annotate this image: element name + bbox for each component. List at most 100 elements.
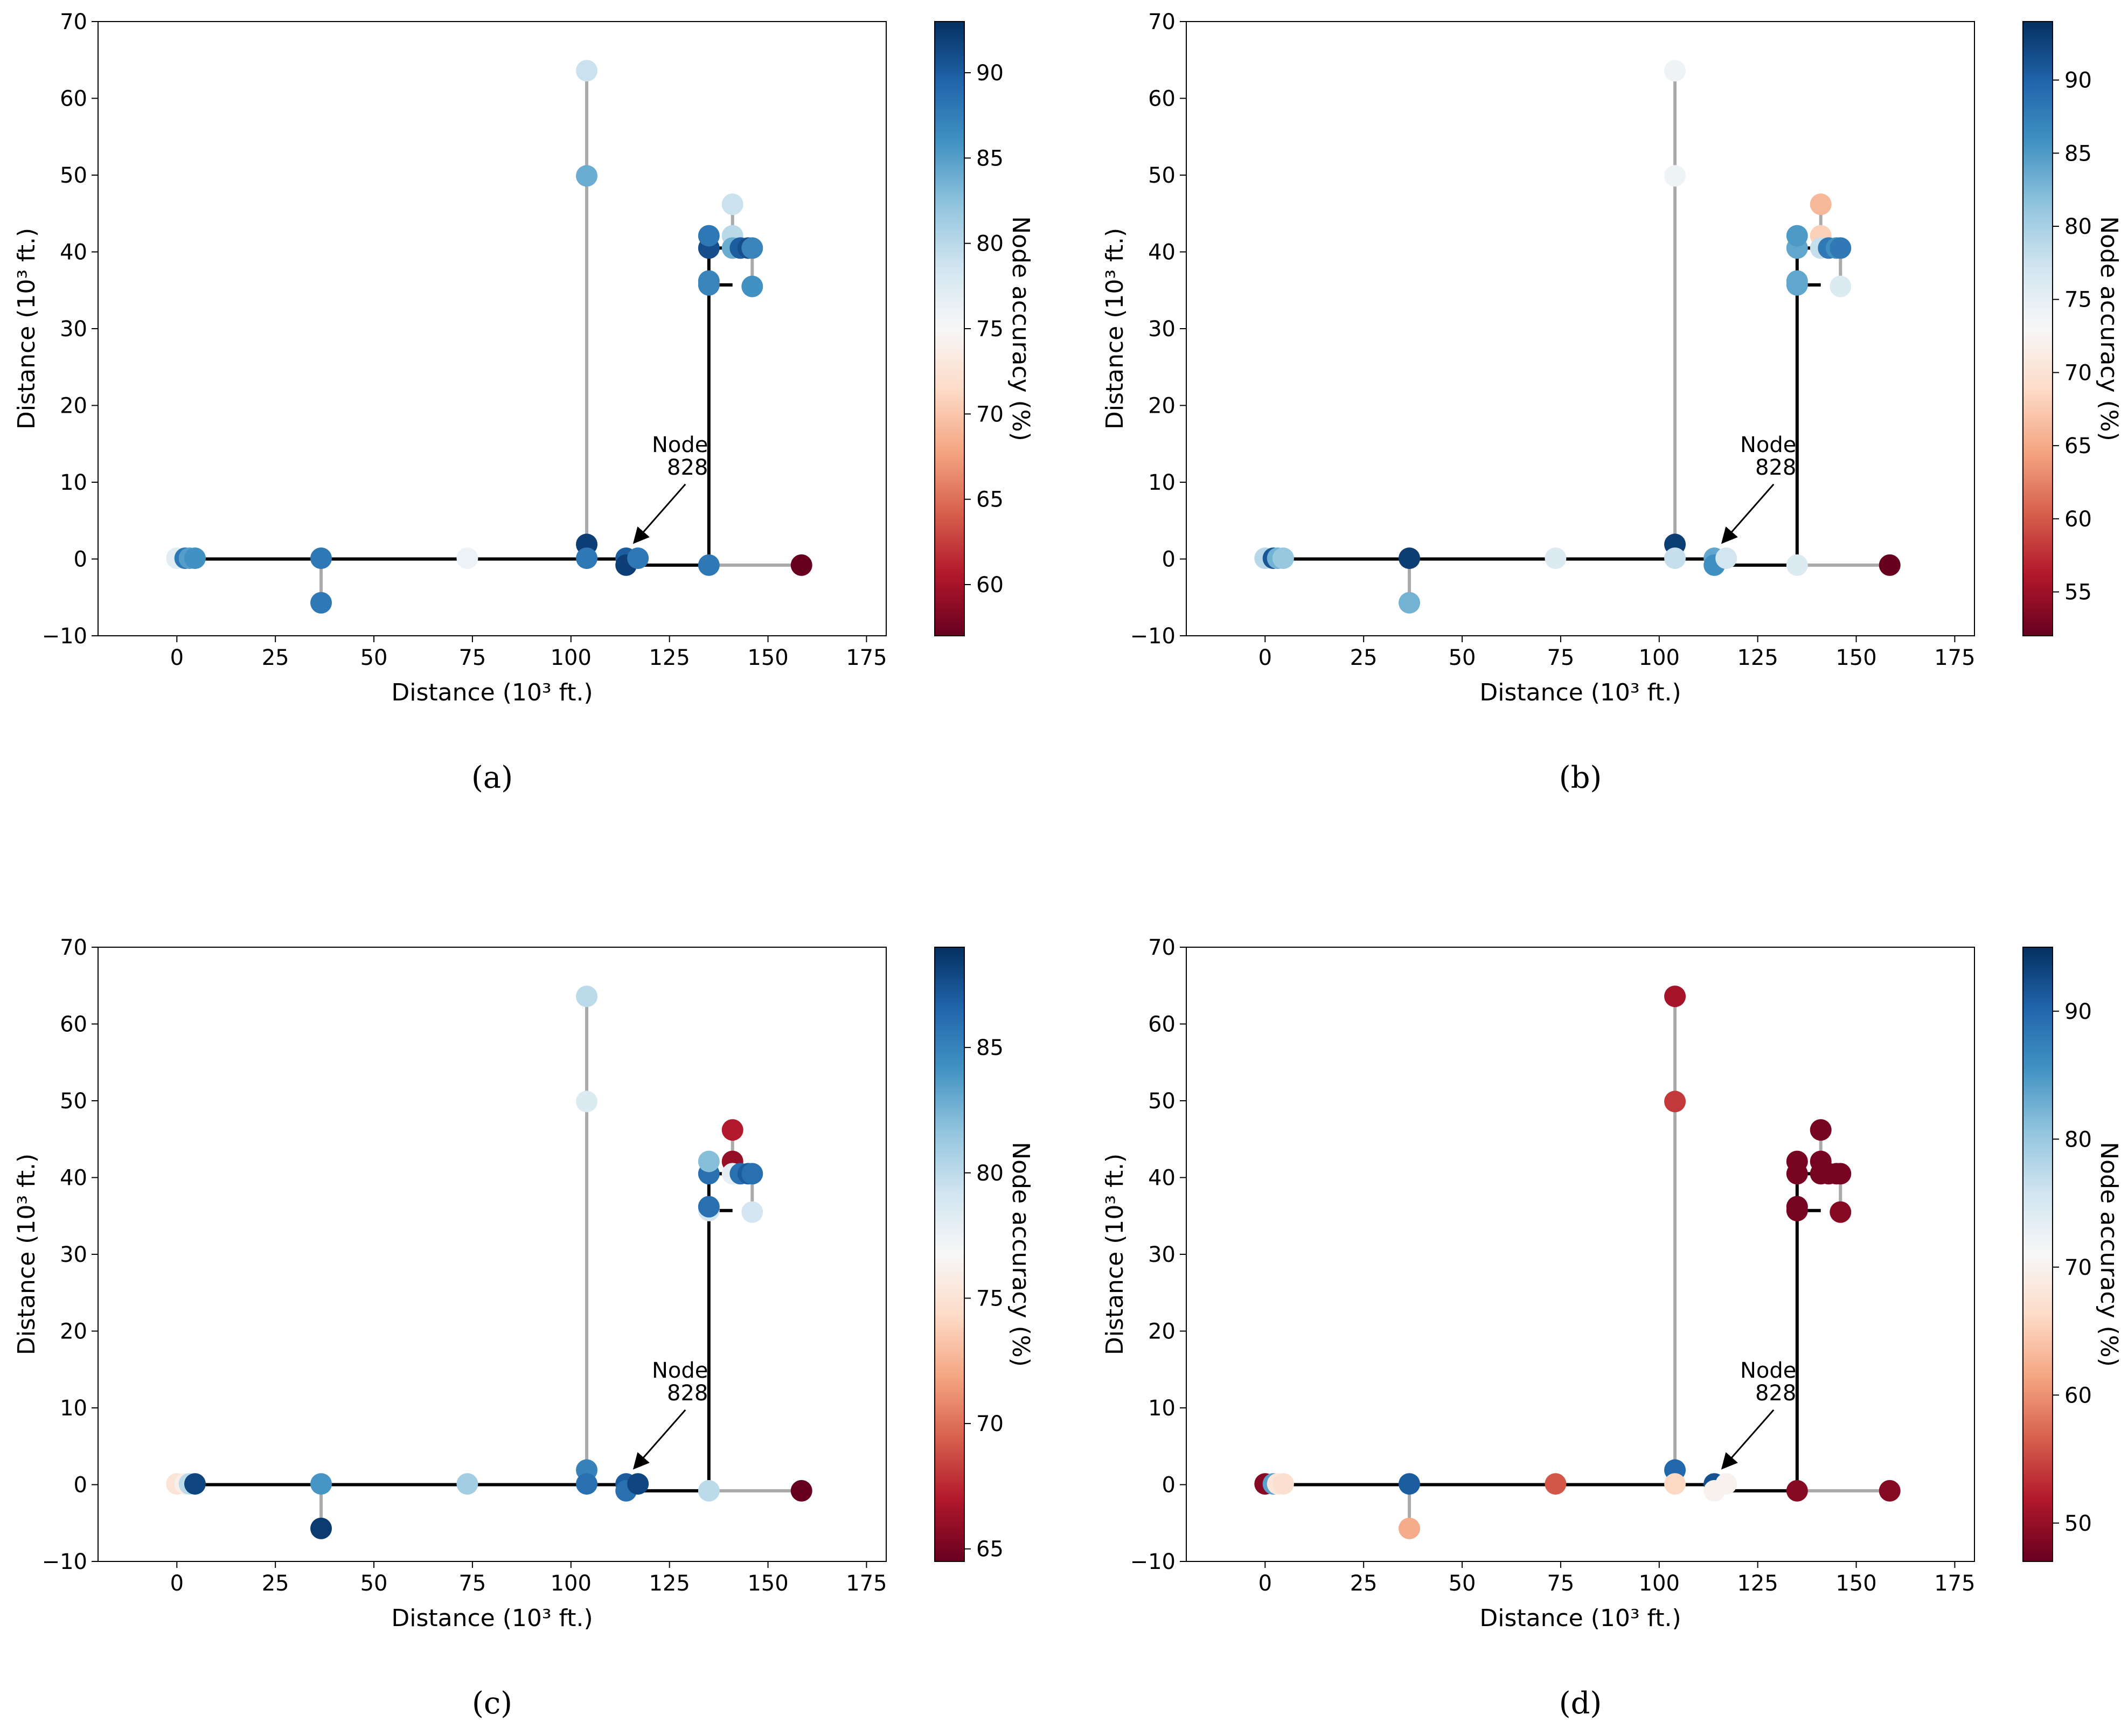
node-point[interactable]	[576, 165, 598, 187]
node-point[interactable]	[1879, 1480, 1901, 1502]
y-tick-label: 10	[1148, 470, 1176, 495]
y-tick-label: 70	[60, 10, 87, 34]
node-point[interactable]	[741, 275, 763, 297]
panel-caption: (a)	[471, 760, 513, 795]
x-tick-label: 100	[551, 645, 592, 670]
node-point[interactable]	[576, 1473, 598, 1495]
x-tick-label: 0	[170, 1571, 184, 1596]
x-tick-label: 75	[458, 1571, 486, 1596]
node-point[interactable]	[1879, 554, 1901, 576]
node-point[interactable]	[1664, 547, 1686, 570]
node-point[interactable]	[576, 547, 598, 570]
colorbar-tick-label: 65	[2064, 434, 2092, 459]
node-point[interactable]	[698, 270, 720, 292]
x-tick-label: 50	[360, 1571, 388, 1596]
node-point[interactable]	[1810, 193, 1832, 216]
node-point[interactable]	[1715, 1473, 1737, 1495]
node-point[interactable]	[310, 547, 332, 570]
node-point[interactable]	[698, 554, 720, 576]
colorbar-tick-label: 55	[2064, 580, 2092, 605]
node-point[interactable]	[184, 547, 206, 570]
node-point[interactable]	[1545, 547, 1567, 570]
annotation-node-number: 828	[667, 455, 708, 480]
node-point[interactable]	[184, 1473, 206, 1495]
node-point[interactable]	[1399, 547, 1421, 570]
node-point[interactable]	[698, 1150, 720, 1172]
node-point[interactable]	[1786, 1480, 1808, 1502]
node-point[interactable]	[1664, 985, 1686, 1008]
panel-caption: (b)	[1559, 760, 1602, 795]
colorbar-label: Node accuracy (%)	[2095, 1142, 2123, 1366]
x-axis-label: Distance (10³ ft.)	[391, 1605, 593, 1632]
node-point[interactable]	[627, 1473, 649, 1495]
node-point[interactable]	[790, 554, 812, 576]
annotation-node-number: 828	[1755, 455, 1796, 480]
node-point[interactable]	[1664, 165, 1686, 187]
y-tick-label: 30	[1148, 1242, 1176, 1267]
node-point[interactable]	[1272, 1473, 1294, 1495]
node-point[interactable]	[741, 1201, 763, 1223]
y-tick-label: 10	[60, 470, 87, 495]
plot-area	[98, 947, 887, 1562]
y-tick-label: 0	[1162, 1473, 1176, 1498]
colorbar-tick-label: 75	[976, 1286, 1004, 1311]
node-point[interactable]	[790, 1480, 812, 1502]
y-tick-label: 60	[60, 1012, 87, 1037]
node-point[interactable]	[1664, 1473, 1686, 1495]
node-point[interactable]	[627, 547, 649, 570]
colorbar	[934, 947, 965, 1562]
node-point[interactable]	[576, 60, 598, 82]
x-tick-label: 50	[1449, 1571, 1476, 1596]
x-tick-label: 100	[551, 1571, 592, 1596]
node-point[interactable]	[1715, 547, 1737, 570]
node-point[interactable]	[576, 985, 598, 1008]
node-point[interactable]	[1830, 237, 1852, 259]
node-point[interactable]	[1272, 547, 1294, 570]
panel-caption: (c)	[472, 1686, 512, 1721]
node-point[interactable]	[741, 1163, 763, 1185]
y-tick-label: 40	[60, 1166, 87, 1191]
node-point[interactable]	[1830, 1201, 1852, 1223]
node-point[interactable]	[741, 237, 763, 259]
node-point[interactable]	[310, 1517, 332, 1539]
node-point[interactable]	[1545, 1473, 1567, 1495]
y-tick-label: 20	[1148, 1320, 1176, 1344]
node-point[interactable]	[1399, 592, 1421, 614]
y-tick-label: 0	[74, 547, 87, 572]
node-point[interactable]	[576, 1091, 598, 1113]
node-point[interactable]	[456, 547, 478, 570]
node-point[interactable]	[1399, 1473, 1421, 1495]
node-point[interactable]	[1786, 270, 1808, 292]
node-point[interactable]	[1786, 1150, 1808, 1172]
node-point[interactable]	[310, 1473, 332, 1495]
colorbar-tick-label: 85	[2064, 141, 2092, 166]
node-point[interactable]	[310, 592, 332, 614]
node-point[interactable]	[698, 225, 720, 247]
node-point[interactable]	[721, 193, 743, 216]
node-point[interactable]	[698, 1480, 720, 1502]
colorbar	[2022, 947, 2053, 1562]
node-point[interactable]	[1830, 1163, 1852, 1185]
plot-area	[1186, 21, 1975, 636]
node-point[interactable]	[1664, 60, 1686, 82]
colorbar-label: Node accuracy (%)	[2095, 216, 2123, 441]
node-point[interactable]	[698, 1196, 720, 1218]
x-axis-label: Distance (10³ ft.)	[1479, 1605, 1681, 1632]
node-point[interactable]	[1810, 1119, 1832, 1141]
x-tick-label: 50	[360, 645, 388, 670]
node-point[interactable]	[1399, 1517, 1421, 1539]
node-point[interactable]	[1786, 1196, 1808, 1218]
node-point[interactable]	[721, 1119, 743, 1141]
x-tick-label: 175	[1934, 1571, 1975, 1596]
node-point[interactable]	[456, 1473, 478, 1495]
node-point[interactable]	[1664, 1091, 1686, 1113]
x-tick-label: 25	[262, 1571, 289, 1596]
panel-c: 0 25 50 75 100 125 150 175 −10 0 10 20 30 40 50 60 70 Dis…	[13, 935, 1034, 1721]
annotation-node-number: 828	[1755, 1381, 1796, 1406]
y-tick-label: 50	[60, 1089, 87, 1114]
node-point[interactable]	[1786, 225, 1808, 247]
node-point[interactable]	[1786, 554, 1808, 576]
node-point[interactable]	[1830, 275, 1852, 297]
plot-area	[1186, 947, 1975, 1562]
